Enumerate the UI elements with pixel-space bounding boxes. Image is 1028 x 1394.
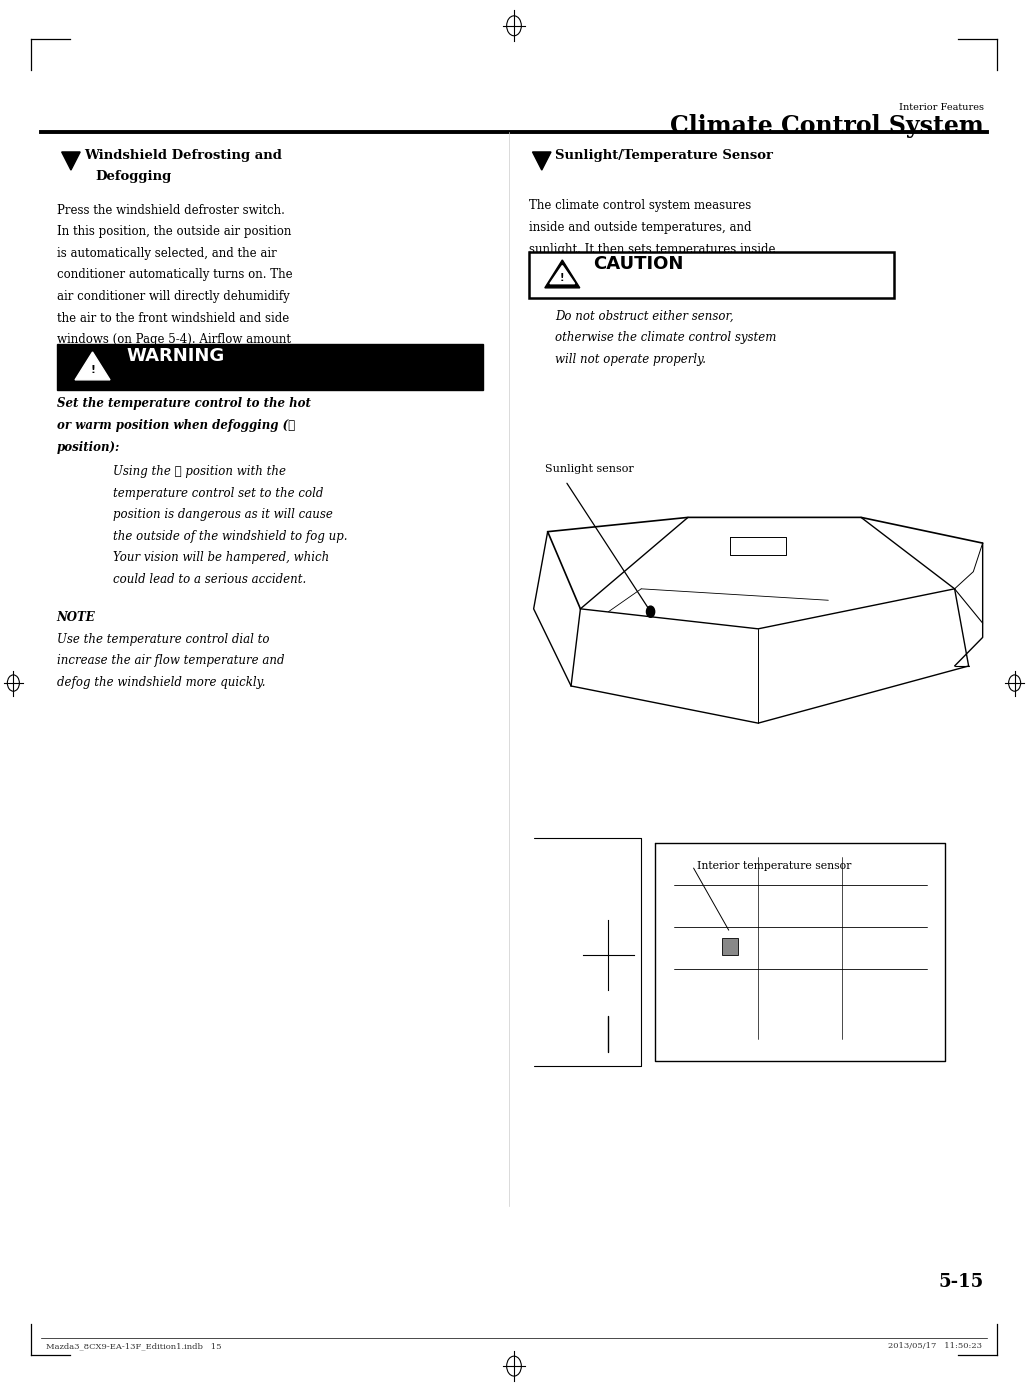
- Text: Sunlight/Temperature Sensor: Sunlight/Temperature Sensor: [555, 149, 773, 162]
- Text: temperature control set to the cold: temperature control set to the cold: [113, 487, 324, 499]
- Text: Set the temperature control to the hot: Set the temperature control to the hot: [57, 397, 310, 410]
- Polygon shape: [62, 152, 80, 170]
- Text: windows (on Page 5-4). Airflow amount: windows (on Page 5-4). Airflow amount: [57, 333, 291, 346]
- Text: !: !: [90, 365, 95, 375]
- Text: Interior temperature sensor: Interior temperature sensor: [697, 860, 852, 871]
- Text: Sunlight sensor: Sunlight sensor: [545, 464, 633, 474]
- Polygon shape: [533, 152, 551, 170]
- Bar: [529, 252, 894, 298]
- Polygon shape: [545, 259, 580, 289]
- Text: sunlight. It then sets temperatures inside: sunlight. It then sets temperatures insi…: [529, 243, 776, 255]
- Text: position):: position):: [57, 441, 120, 453]
- Text: is automatically selected, and the air: is automatically selected, and the air: [57, 247, 277, 259]
- Text: Interior Features: Interior Features: [898, 103, 984, 112]
- Bar: [524, 815, 992, 1094]
- Bar: [57, 344, 483, 390]
- Text: otherwise the climate control system: otherwise the climate control system: [555, 330, 776, 344]
- Text: 5-15: 5-15: [939, 1274, 984, 1291]
- Text: position is dangerous as it will cause: position is dangerous as it will cause: [113, 509, 333, 521]
- Text: Climate Control System: Climate Control System: [670, 114, 984, 138]
- Text: the outside of the windshield to fog up.: the outside of the windshield to fog up.: [113, 530, 347, 542]
- Polygon shape: [75, 353, 110, 381]
- Text: The climate control system measures: The climate control system measures: [529, 199, 751, 212]
- Text: Using the ⓦ position with the: Using the ⓦ position with the: [113, 466, 286, 478]
- Text: Use the temperature control dial to: Use the temperature control dial to: [57, 633, 269, 645]
- Text: will not operate properly.: will not operate properly.: [555, 353, 706, 365]
- Bar: [524, 509, 992, 795]
- Text: WARNING: WARNING: [126, 347, 225, 365]
- Text: Defogging: Defogging: [96, 170, 172, 183]
- Text: the passenger compartment accordingly.: the passenger compartment accordingly.: [529, 265, 773, 277]
- Text: CAUTION: CAUTION: [593, 255, 684, 273]
- Polygon shape: [550, 265, 575, 284]
- Text: or warm position when defogging (ⓦ: or warm position when defogging (ⓦ: [57, 418, 295, 432]
- Text: could lead to a serious accident.: could lead to a serious accident.: [113, 573, 306, 585]
- Text: conditioner automatically turns on. The: conditioner automatically turns on. The: [57, 268, 292, 282]
- Text: NOTE: NOTE: [57, 611, 96, 625]
- Text: inside and outside temperatures, and: inside and outside temperatures, and: [529, 220, 751, 234]
- Text: In this position, the outside air position: In this position, the outside air positi…: [57, 224, 291, 238]
- Text: the air to the front windshield and side: the air to the front windshield and side: [57, 311, 289, 325]
- Text: Do not obstruct either sensor,: Do not obstruct either sensor,: [555, 309, 734, 322]
- Text: Your vision will be hampered, which: Your vision will be hampered, which: [113, 551, 329, 565]
- Text: Mazda3_8CX9-EA-13F_Edition1.indb   15: Mazda3_8CX9-EA-13F_Edition1.indb 15: [46, 1342, 222, 1351]
- Text: air conditioner will directly dehumidify: air conditioner will directly dehumidify: [57, 290, 289, 302]
- Text: defog the windshield more quickly.: defog the windshield more quickly.: [57, 676, 265, 689]
- Text: !: !: [560, 273, 564, 283]
- Text: Windshield Defrosting and: Windshield Defrosting and: [84, 149, 282, 162]
- Text: increase the air flow temperature and: increase the air flow temperature and: [57, 655, 284, 668]
- Text: 2013/05/17   11:50:23: 2013/05/17 11:50:23: [888, 1342, 982, 1351]
- Text: will be increased.: will be increased.: [57, 355, 161, 368]
- Text: Press the windshield defroster switch.: Press the windshield defroster switch.: [57, 204, 285, 216]
- Circle shape: [647, 606, 655, 618]
- Bar: [722, 938, 738, 955]
